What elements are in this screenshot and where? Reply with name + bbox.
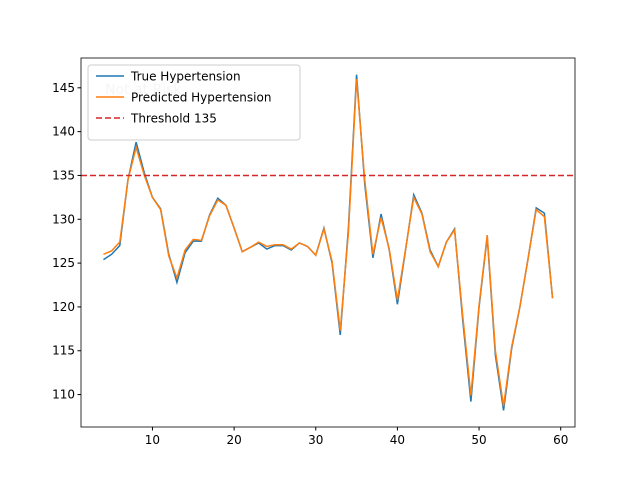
y-tick-label: 115 (52, 344, 75, 358)
axes-frame (80, 57, 576, 428)
x-tick-label: 10 (145, 433, 160, 447)
legend-label: True Hypertension (130, 70, 241, 84)
y-tick-label: 120 (52, 300, 75, 314)
y-tick-label: 135 (52, 168, 75, 182)
legend-label: Predicted Hypertension (131, 91, 271, 105)
y-tick-label: 130 (52, 212, 75, 226)
series-line (103, 78, 554, 407)
x-tick-label: 40 (390, 433, 405, 447)
legend: True Hypertension Predicted Hypertension T… (87, 64, 301, 141)
y-tick-label: 125 (52, 256, 75, 270)
x-tick-label: 60 (553, 433, 568, 447)
x-tick-label: 20 (226, 433, 241, 447)
legend-label: Threshold 135 (130, 112, 217, 126)
legend-box (87, 64, 301, 141)
x-tick-label: 50 (471, 433, 486, 447)
y-tick-label: 110 (52, 388, 75, 402)
x-tick-label: 30 (308, 433, 323, 447)
y-tick-label: 145 (52, 81, 75, 95)
y-tick-label: 140 (52, 125, 75, 139)
